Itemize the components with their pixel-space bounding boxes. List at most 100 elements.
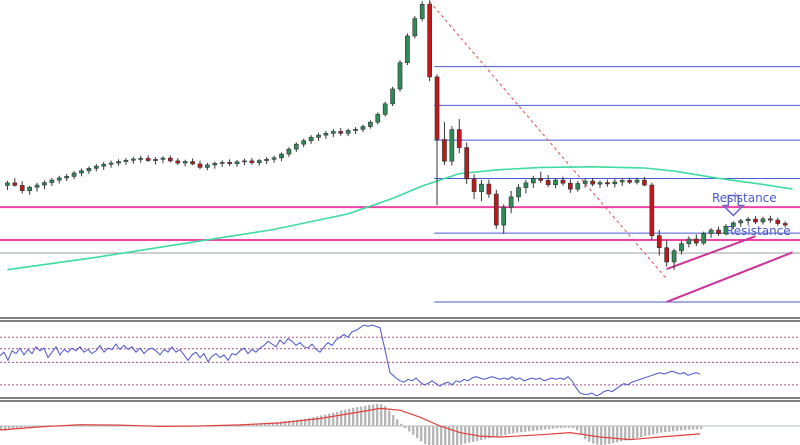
histogram-bar bbox=[520, 426, 523, 433]
histogram-bar bbox=[480, 426, 483, 441]
histogram-bar bbox=[308, 418, 311, 426]
histogram-signal-line bbox=[0, 407, 701, 441]
annotation-labels: Resistance Resistance bbox=[712, 191, 791, 238]
histogram-bar bbox=[700, 426, 703, 430]
resistance-label: Resistance bbox=[726, 224, 791, 238]
candle-up bbox=[49, 179, 55, 183]
histogram-bar bbox=[24, 426, 27, 429]
histogram-bar bbox=[556, 426, 559, 429]
histogram-bar bbox=[560, 426, 563, 428]
candle-up bbox=[116, 161, 121, 164]
candle-up bbox=[286, 148, 292, 155]
candle-up bbox=[316, 134, 321, 138]
candle-down bbox=[486, 183, 492, 195]
histogram-bar bbox=[412, 426, 415, 435]
candle-up bbox=[745, 218, 751, 222]
candle-down bbox=[782, 223, 788, 226]
histogram-bar bbox=[584, 426, 587, 440]
candle-down bbox=[545, 180, 551, 186]
candle-up bbox=[360, 126, 366, 130]
histogram-bar bbox=[4, 426, 7, 431]
histogram-bar bbox=[36, 426, 39, 427]
histogram-bar bbox=[548, 426, 551, 430]
candle-up bbox=[582, 180, 588, 184]
histogram-bar bbox=[664, 426, 667, 433]
histogram-bar bbox=[396, 419, 399, 426]
histogram-bar bbox=[652, 426, 655, 435]
candle-down bbox=[627, 180, 632, 183]
histogram-bar bbox=[260, 423, 263, 426]
histogram-bar bbox=[392, 415, 395, 426]
candle-up bbox=[760, 218, 766, 223]
candle-up bbox=[79, 170, 84, 174]
candle-up bbox=[449, 129, 455, 162]
candle-up bbox=[368, 121, 373, 127]
histogram-bar bbox=[344, 409, 347, 426]
candle-up bbox=[412, 18, 418, 37]
histogram-bar bbox=[8, 426, 11, 430]
histogram-bar bbox=[476, 426, 479, 441]
histogram-bar bbox=[312, 417, 315, 426]
channel-lower-line bbox=[666, 251, 793, 303]
candle-down bbox=[456, 129, 462, 148]
histogram-bar bbox=[568, 426, 571, 428]
moving-average-line bbox=[7, 165, 793, 271]
candle-down bbox=[434, 76, 440, 140]
histogram-bar bbox=[320, 415, 323, 426]
histogram-bar bbox=[536, 426, 539, 431]
candle-up bbox=[56, 177, 62, 181]
histogram-bar bbox=[524, 426, 527, 432]
candle-up bbox=[730, 222, 736, 227]
histogram-bar bbox=[660, 426, 663, 433]
candle-down bbox=[227, 162, 232, 164]
histogram-bar bbox=[640, 426, 643, 437]
histogram-bar bbox=[688, 426, 691, 430]
candle-up bbox=[130, 158, 136, 161]
candle-up bbox=[723, 226, 729, 235]
histogram-bar bbox=[464, 426, 467, 444]
histogram-bar bbox=[440, 426, 443, 445]
candle-down bbox=[716, 229, 721, 235]
candle-up bbox=[345, 130, 351, 134]
candle-down bbox=[493, 193, 499, 226]
histogram-bar bbox=[620, 426, 623, 442]
histogram-bar bbox=[680, 426, 683, 431]
histogram-bar bbox=[580, 426, 583, 435]
candle-up bbox=[671, 250, 677, 263]
histogram-bar bbox=[0, 426, 3, 431]
histogram-bar bbox=[632, 426, 635, 439]
candle-down bbox=[464, 147, 470, 180]
histogram-bar bbox=[612, 426, 615, 444]
candle-up bbox=[219, 162, 225, 164]
candle-down bbox=[605, 182, 610, 185]
histogram-bar bbox=[500, 426, 503, 436]
histogram-bar bbox=[684, 426, 687, 430]
histogram-bar bbox=[456, 426, 459, 445]
candle-up bbox=[182, 161, 188, 164]
histogram-bar bbox=[356, 407, 359, 426]
histogram-bar bbox=[628, 426, 631, 440]
candle-down bbox=[768, 218, 773, 221]
candle-up bbox=[701, 233, 707, 244]
candle-up bbox=[679, 243, 684, 252]
candle-down bbox=[568, 182, 573, 190]
candle-down bbox=[190, 161, 195, 165]
candle-down bbox=[197, 163, 203, 168]
candle-up bbox=[382, 103, 388, 115]
histogram-bar bbox=[388, 410, 391, 426]
histogram-bar bbox=[408, 426, 411, 432]
candle-down bbox=[145, 158, 151, 161]
histogram-bar bbox=[252, 423, 255, 426]
histogram-bar bbox=[452, 426, 455, 445]
histogram-bar bbox=[528, 426, 531, 432]
histogram-bar bbox=[508, 426, 511, 434]
candle-down bbox=[664, 247, 670, 263]
candle-up bbox=[330, 131, 336, 134]
histogram-bar bbox=[336, 411, 339, 426]
candle-up bbox=[264, 159, 270, 161]
histogram-bar bbox=[608, 426, 611, 445]
histogram-bar bbox=[428, 426, 431, 445]
candle-down bbox=[538, 178, 544, 181]
candle-up bbox=[153, 159, 158, 161]
candle-down bbox=[12, 182, 18, 186]
